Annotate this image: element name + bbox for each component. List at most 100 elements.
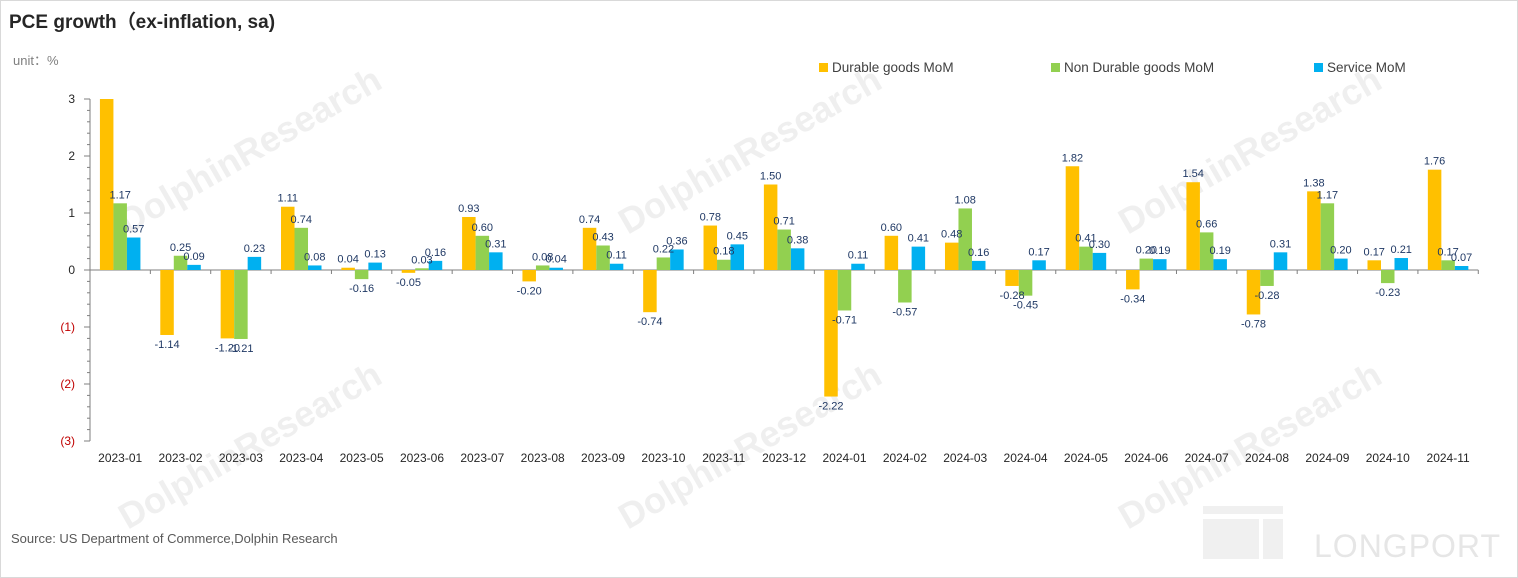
bar-durable-goods-mom-2024-03	[944, 242, 959, 270]
bar-non-durable-goods-mom-2023-01	[113, 203, 127, 270]
bar-service-mom-2024-11	[1454, 266, 1469, 270]
bar-non-durable-goods-mom-2023-05	[354, 270, 369, 280]
x-tick-label: 2024-11	[1427, 451, 1470, 465]
bar-durable-goods-mom-2023-07	[462, 216, 476, 270]
bar-durable-goods-mom-2023-01	[99, 99, 114, 270]
bar-service-mom-2024-08	[1273, 252, 1288, 270]
data-label: 0.07	[1451, 252, 1472, 264]
bar-durable-goods-mom-2023-11	[703, 225, 718, 270]
data-label: 0.18	[713, 246, 734, 258]
watermark-text: DolphinResearch	[611, 353, 888, 537]
data-label: 0.41	[1075, 233, 1096, 245]
data-label: 0.11	[848, 250, 869, 262]
bar-non-durable-goods-mom-2024-01	[837, 270, 852, 311]
bar-non-durable-goods-mom-2023-08	[535, 265, 550, 270]
bar-non-durable-goods-mom-2023-04	[294, 227, 309, 270]
data-label: -1.20	[215, 342, 240, 354]
data-label: 0.19	[1149, 245, 1170, 257]
longport-logo: LONGPORT	[1314, 528, 1501, 564]
x-tick-label: 2023-12	[762, 451, 806, 465]
x-tick-label: 2024-07	[1185, 451, 1229, 465]
bar-service-mom-2023-11	[730, 244, 745, 270]
legend-swatch-non-durable-goods	[1051, 63, 1060, 72]
data-label: 0.21	[1391, 244, 1412, 256]
data-label: -1.14	[155, 339, 180, 351]
bar-durable-goods-mom-2023-02	[160, 270, 174, 335]
data-label: -0.74	[637, 316, 662, 328]
data-label: 0.04	[337, 254, 358, 266]
data-label: 0.16	[425, 247, 446, 259]
bar-non-durable-goods-mom-2023-06	[415, 268, 429, 270]
data-label: 0.38	[787, 234, 808, 246]
y-tick-label: 0	[68, 263, 75, 277]
bar-durable-goods-mom-2024-09	[1307, 191, 1321, 270]
source-note: Source: US Department of Commerce,Dolphi…	[11, 531, 338, 546]
data-label: -0.28	[1254, 290, 1279, 302]
bar-durable-goods-mom-2024-06	[1126, 270, 1140, 290]
legend-label-service: Service MoM	[1327, 60, 1406, 75]
bar-service-mom-2023-04	[308, 265, 322, 270]
x-tick-label: 2024-06	[1124, 451, 1168, 465]
bar-non-durable-goods-mom-2024-03	[958, 208, 972, 270]
x-tick-label: 2024-09	[1305, 451, 1349, 465]
data-label: 1.17	[1317, 189, 1338, 201]
legend-item-non-durable-goods: Non Durable goods MoM	[1051, 60, 1214, 75]
logo-icon	[1203, 519, 1259, 559]
data-label: 0.23	[244, 243, 265, 255]
data-label: -0.23	[1375, 287, 1400, 299]
bar-non-durable-goods-mom-2024-07	[1199, 232, 1214, 270]
bar-non-durable-goods-mom-2023-11	[717, 259, 731, 270]
bar-service-mom-2024-05	[1092, 252, 1107, 270]
data-label: 1.11	[277, 193, 298, 205]
x-tick-label: 2023-02	[159, 451, 203, 465]
bar-non-durable-goods-mom-2024-06	[1139, 258, 1154, 270]
data-label: 0.17	[1028, 246, 1049, 258]
bar-non-durable-goods-mom-2023-10	[656, 257, 671, 270]
bar-non-durable-goods-mom-2023-03	[234, 270, 248, 339]
data-label: 1.54	[1182, 168, 1203, 180]
bar-durable-goods-mom-2024-02	[884, 235, 899, 270]
bar-service-mom-2023-02	[187, 264, 201, 270]
data-label: 0.78	[700, 212, 721, 224]
bar-non-durable-goods-mom-2024-10	[1380, 270, 1395, 284]
bar-service-mom-2023-12	[790, 248, 805, 270]
x-tick-label: 2023-04	[279, 451, 323, 465]
x-tick-label: 2023-05	[340, 451, 384, 465]
data-label: 0.09	[183, 251, 204, 263]
bar-durable-goods-mom-2024-07	[1186, 182, 1200, 270]
data-label: 0.60	[881, 222, 902, 234]
y-tick-label: (3)	[60, 434, 75, 448]
data-label: 0.20	[1330, 245, 1351, 257]
data-label: 0.71	[773, 216, 794, 228]
y-tick-label: (1)	[60, 320, 75, 334]
data-label: 1.08	[955, 194, 976, 206]
x-tick-label: 2023-06	[400, 451, 444, 465]
legend-label-durable-goods: Durable goods MoM	[832, 60, 954, 75]
bar-service-mom-2023-01	[126, 237, 141, 270]
x-tick-label: 2024-04	[1004, 451, 1048, 465]
bar-durable-goods-mom-2023-08	[522, 270, 536, 282]
bar-service-mom-2023-06	[428, 260, 443, 270]
watermark-layer: DolphinResearch DolphinResearch DolphinRes…	[111, 58, 1501, 564]
x-tick-label: 2024-02	[883, 451, 927, 465]
bar-service-mom-2024-01	[851, 263, 865, 270]
legend-item-service: Service MoM	[1314, 60, 1406, 75]
data-label: -0.05	[396, 277, 421, 289]
y-tick-label: 3	[68, 92, 75, 106]
y-tick-label: (2)	[60, 377, 75, 391]
data-label: 0.45	[727, 230, 748, 242]
chart-title: PCE growth（ex-inflation, sa)	[9, 12, 276, 33]
data-label: 1.17	[109, 189, 130, 201]
x-tick-label: 2023-08	[521, 451, 565, 465]
bar-durable-goods-mom-2024-11	[1427, 169, 1442, 270]
data-label: 0.03	[411, 254, 432, 266]
legend-swatch-service	[1314, 63, 1323, 72]
watermark-text: DolphinResearch	[611, 58, 888, 242]
bar-service-mom-2023-09	[609, 263, 624, 270]
data-label: 1.82	[1062, 152, 1083, 164]
data-label: -0.45	[1013, 300, 1038, 312]
bar-layer	[99, 99, 1469, 397]
bar-non-durable-goods-mom-2023-02	[173, 255, 188, 270]
bar-durable-goods-mom-2023-03	[220, 270, 235, 339]
